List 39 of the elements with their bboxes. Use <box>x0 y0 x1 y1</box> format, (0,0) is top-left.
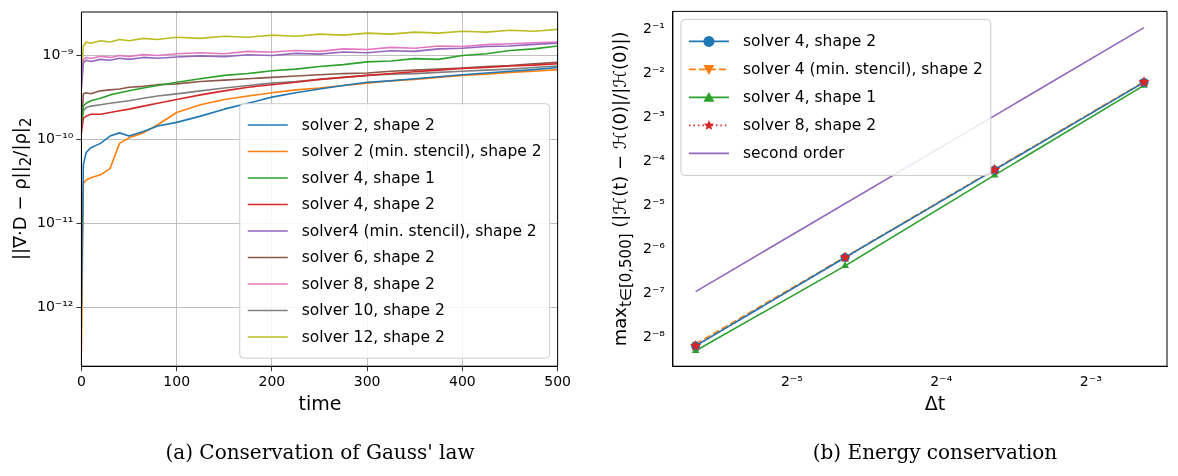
y-tick-label: 2⁻³ <box>642 107 665 124</box>
y-tick-label: 10⁻¹⁰ <box>36 130 74 147</box>
x-tick-label: 2⁻⁴ <box>930 373 953 390</box>
y-tick-label: 2⁻¹ <box>642 19 665 36</box>
y-tick-label: 2⁻⁶ <box>642 239 666 256</box>
y-tick-label: 2⁻⁵ <box>642 195 665 212</box>
y-tick-label: 10⁻¹² <box>36 298 74 315</box>
y-tick-label: 2⁻⁸ <box>642 327 666 344</box>
legend-label: solver 8, shape 2 <box>742 116 877 135</box>
x-axis-title: Δt <box>923 392 947 414</box>
text: (a) Conservation of Gauss' law <box>164 440 476 464</box>
x-tick-label: 100 <box>163 373 191 390</box>
text: (b) Energy conservation <box>811 440 1059 464</box>
legend-label: solver 10, shape 2 <box>301 301 445 320</box>
legend-label: solver4 (min. stencil), shape 2 <box>301 221 537 240</box>
legend-label: solver 4, shape 2 <box>301 195 435 214</box>
legend-label: solver 4, shape 2 <box>742 32 877 51</box>
y-tick-label: 10⁻⁹ <box>42 46 74 63</box>
legend-label: second order <box>742 144 846 163</box>
x-tick-label: 400 <box>449 373 476 390</box>
legend-label: solver 8, shape 2 <box>301 274 435 293</box>
legend-label: solver 4, shape 1 <box>742 88 877 107</box>
y-tick-label: 2⁻⁴ <box>642 151 666 168</box>
x-tick-label: 2⁻³ <box>1079 373 1102 390</box>
x-tick-label: 200 <box>258 373 286 390</box>
x-tick-label: 500 <box>544 373 572 390</box>
legend-label: solver 2, shape 2 <box>301 115 435 134</box>
legend-label: solver 4, shape 1 <box>301 168 435 187</box>
x-tick-label: 0 <box>76 373 86 390</box>
legend-label: solver 12, shape 2 <box>301 327 445 346</box>
y-tick-label: 10⁻¹¹ <box>36 214 74 231</box>
legend-label: solver 4 (min. stencil), shape 2 <box>742 60 983 79</box>
y-tick-label: 2⁻⁷ <box>642 283 665 300</box>
y-tick-label: 2⁻² <box>642 63 665 80</box>
x-tick-label: 300 <box>353 373 381 390</box>
legend-label: solver 6, shape 2 <box>301 248 435 267</box>
legend-label: solver 2 (min. stencil), shape 2 <box>301 142 542 161</box>
x-tick-label: 2⁻⁵ <box>780 373 803 390</box>
x-axis-title: time <box>297 392 343 414</box>
